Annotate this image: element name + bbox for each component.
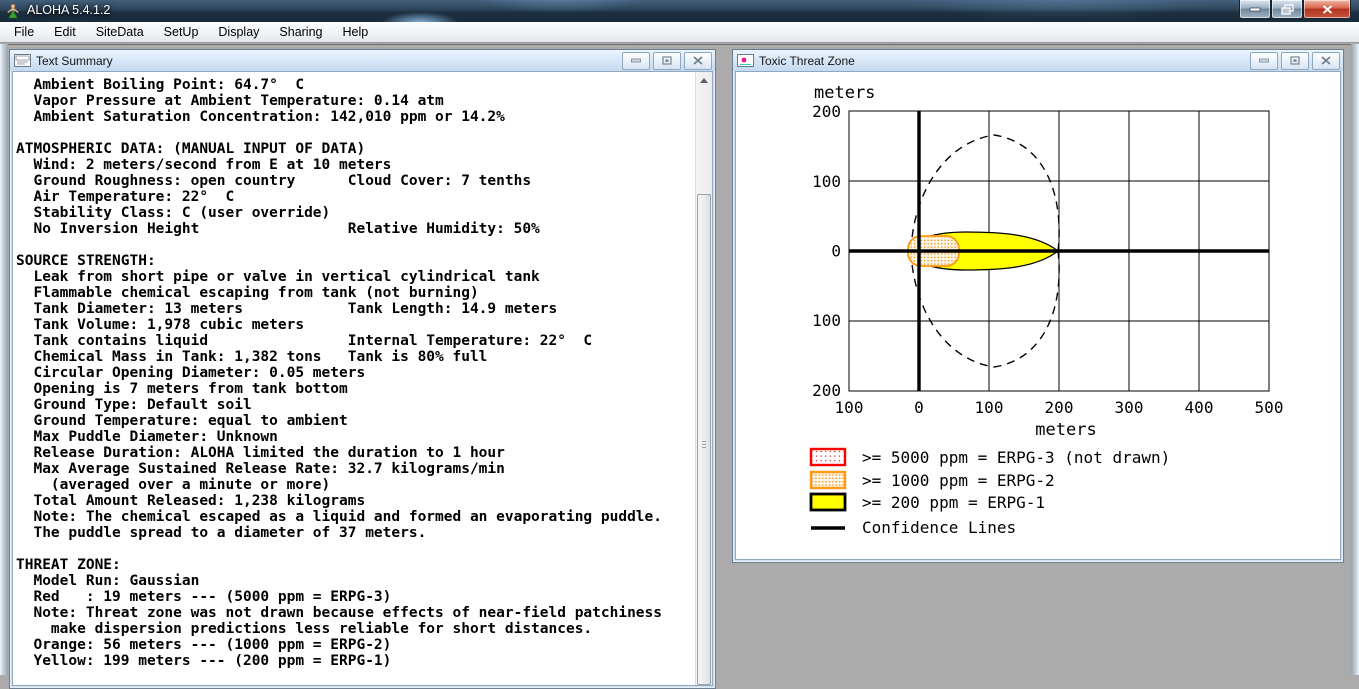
legend-swatch-red [809, 447, 847, 467]
plot-axes [849, 111, 1269, 391]
window-frame-right-border [1351, 44, 1359, 675]
restore-icon [1290, 56, 1300, 65]
threat-zone-minimize-button[interactable] [1250, 51, 1278, 70]
plot-legend: >= 5000 ppm = ERPG-3 (not drawn) >= 1000… [809, 447, 1170, 537]
text-summary-icon [14, 54, 31, 67]
text-summary-window: Text Summary Ambient Boiling Point: 64 [9, 49, 716, 689]
aloha-app-icon [7, 3, 19, 19]
svg-text:100: 100 [812, 311, 841, 330]
close-icon [693, 56, 703, 65]
scroll-up-button[interactable] [696, 72, 712, 88]
x-tick-labels: 100 0 100 200 300 400 500 [835, 398, 1284, 417]
legend-label-orange: >= 1000 ppm = ERPG-2 [862, 471, 1055, 490]
text-summary-titlebar[interactable]: Text Summary [10, 50, 715, 71]
svg-text:300: 300 [1115, 398, 1144, 417]
app-close-button[interactable] [1303, 0, 1351, 19]
svg-text:100: 100 [812, 172, 841, 191]
menu-file[interactable]: File [14, 25, 35, 39]
vertical-scrollbar[interactable] [695, 72, 712, 685]
restore-icon [1280, 3, 1294, 15]
minimize-icon [1259, 58, 1269, 63]
menu-display[interactable]: Display [218, 25, 260, 39]
svg-text:200: 200 [812, 102, 841, 121]
svg-text:100: 100 [835, 398, 864, 417]
svg-text:200: 200 [812, 381, 841, 400]
y-axis-title: meters [814, 83, 875, 103]
x-axis-title: meters [1035, 420, 1096, 440]
y-tick-labels: 200 100 0 100 200 [812, 102, 841, 400]
menu-edit[interactable]: Edit [54, 25, 76, 39]
svg-text:0: 0 [914, 398, 924, 417]
menubar: File Edit SiteData SetUp Display Sharing… [0, 22, 1359, 43]
minimize-icon [1249, 7, 1261, 12]
app-minimize-button[interactable] [1239, 0, 1271, 19]
text-summary-minimize-button[interactable] [622, 51, 650, 70]
threat-zone-icon [737, 54, 754, 67]
threat-zone-titlebar[interactable]: Toxic Threat Zone [733, 50, 1343, 71]
toxic-threat-zone-window: Toxic Threat Zone [732, 49, 1344, 563]
window-frame-left-border [0, 44, 8, 675]
summary-text: Ambient Boiling Point: 64.7° C Vapor Pre… [16, 77, 663, 669]
restore-icon [662, 56, 672, 65]
app-restore-button[interactable] [1271, 0, 1303, 19]
text-summary-content: Ambient Boiling Point: 64.7° C Vapor Pre… [12, 71, 713, 686]
legend-label-red: >= 5000 ppm = ERPG-3 (not drawn) [862, 448, 1170, 467]
minimize-icon [631, 58, 641, 63]
text-summary-title: Text Summary [36, 53, 113, 68]
legend-swatch-orange [809, 470, 847, 490]
menu-sharing[interactable]: Sharing [279, 25, 323, 39]
app-titlebar[interactable]: ALOHA 5.4.1.2 [0, 0, 1359, 23]
menu-setup[interactable]: SetUp [163, 25, 199, 39]
text-summary-caption-buttons [622, 51, 712, 70]
close-icon [1322, 4, 1332, 14]
legend-label-yellow: >= 200 ppm = ERPG-1 [862, 493, 1045, 512]
threat-zone-title: Toxic Threat Zone [759, 53, 855, 68]
svg-text:200: 200 [1045, 398, 1074, 417]
threat-zone-caption-buttons [1250, 51, 1340, 70]
scrollbar-thumb[interactable] [697, 194, 711, 685]
app-caption-buttons [1239, 0, 1351, 19]
text-summary-close-button[interactable] [684, 51, 712, 70]
legend-swatch-yellow [809, 492, 847, 512]
svg-text:500: 500 [1255, 398, 1284, 417]
legend-label-confidence: Confidence Lines [862, 518, 1016, 537]
threat-zone-plot: meters meters 200 100 0 100 200 100 0 10… [809, 83, 1284, 537]
svg-text:0: 0 [831, 242, 841, 261]
scrollbar-grip-icon [702, 441, 706, 449]
threat-zone-restore-button[interactable] [1281, 51, 1309, 70]
text-summary-restore-button[interactable] [653, 51, 681, 70]
app-title: ALOHA 5.4.1.2 [27, 3, 111, 17]
menu-sitedata[interactable]: SiteData [95, 25, 144, 39]
threat-zone-content: meters meters 200 100 0 100 200 100 0 10… [735, 71, 1341, 560]
svg-text:400: 400 [1185, 398, 1214, 417]
svg-text:100: 100 [975, 398, 1004, 417]
threat-zone-close-button[interactable] [1312, 51, 1340, 70]
arrow-up-icon [700, 77, 708, 83]
menu-help[interactable]: Help [342, 25, 369, 39]
close-icon [1321, 56, 1331, 65]
